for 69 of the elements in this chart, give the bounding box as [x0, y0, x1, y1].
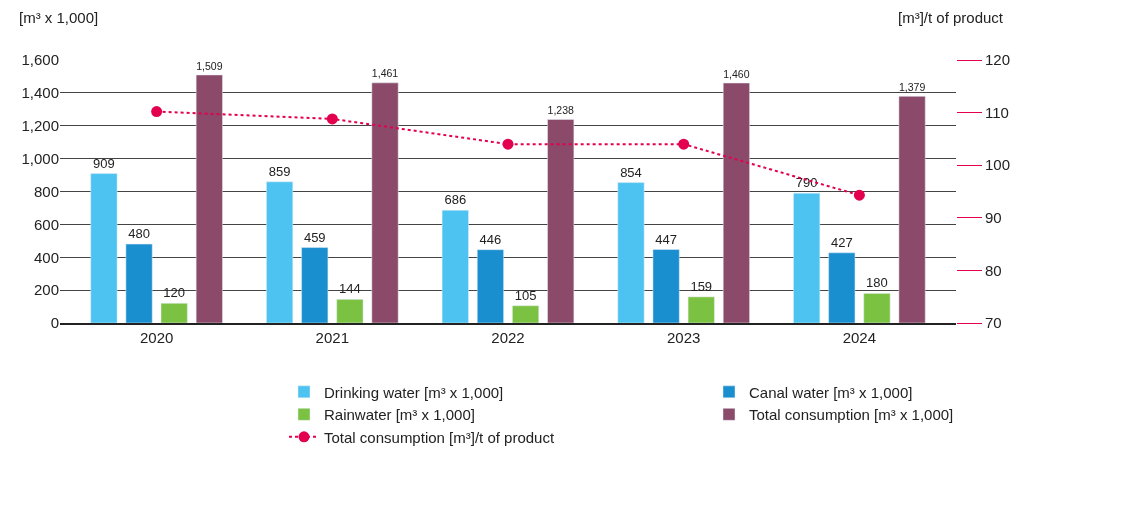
y-tick-label: 1,200	[21, 117, 59, 134]
y2-tick-label: 110	[985, 103, 1009, 121]
data-label: 446	[479, 231, 502, 247]
y-tick-label: 400	[33, 248, 59, 266]
y-tick-label: 800	[33, 182, 59, 200]
bar	[512, 305, 539, 323]
point	[853, 189, 865, 201]
point	[502, 138, 514, 150]
y2-tick-label: 70	[985, 314, 1002, 332]
y-tick-label: 600	[33, 215, 59, 233]
legend-label: Drinking water [m³ x 1,000]	[324, 383, 504, 401]
point	[326, 113, 338, 125]
data-label: 909	[93, 155, 115, 171]
bar	[441, 209, 469, 323]
data-label: 427	[830, 234, 853, 250]
bar	[371, 82, 399, 323]
bar	[617, 182, 645, 323]
data-label: 854	[620, 164, 642, 180]
bar	[687, 296, 715, 323]
bar	[863, 293, 891, 323]
x-tick-label: 2022	[491, 329, 525, 346]
data-label: 180	[866, 275, 888, 291]
y2-axis-title: [m³]/t of product	[898, 9, 1004, 26]
legend-label: Canal water [m³ x 1,000]	[749, 383, 913, 401]
bar	[90, 173, 118, 323]
bar	[652, 249, 680, 323]
legend-label: Total consumption [m³]/t of product	[324, 428, 555, 446]
bar	[898, 96, 926, 323]
y-tick-label: 1,600	[21, 51, 59, 69]
data-label: 686	[444, 192, 467, 208]
y-tick-label: 1,400	[21, 84, 59, 102]
bar	[477, 249, 504, 323]
bar	[160, 303, 188, 323]
data-label: 1,238	[547, 104, 575, 117]
bar	[336, 299, 364, 323]
y2-tick-label: 90	[985, 209, 1002, 227]
data-label: 1,460	[723, 67, 750, 80]
bar	[125, 243, 153, 323]
data-label: 159	[690, 278, 713, 294]
data-label: 105	[514, 287, 537, 303]
point	[678, 138, 690, 150]
legend-label: Rainwater [m³ x 1,000]	[324, 406, 475, 424]
y-tick-label: 0	[50, 314, 59, 332]
y-axis-title: [m³ x 1,000]	[19, 9, 99, 26]
point	[151, 106, 163, 118]
legend-label: Total consumption [m³ x 1,000]	[749, 406, 954, 424]
bar	[301, 247, 329, 323]
bar	[195, 74, 223, 323]
data-label: 480	[128, 226, 150, 242]
bar	[266, 181, 294, 323]
x-tick-label: 2021	[315, 329, 349, 346]
x-tick-label: 2020	[139, 329, 174, 346]
data-label: 447	[655, 231, 677, 247]
bar	[547, 119, 575, 323]
x-tick-label: 2024	[842, 329, 877, 346]
y2-tick-label: 80	[985, 261, 1002, 279]
x-tick-label: 2023	[667, 329, 701, 346]
bar	[722, 82, 750, 323]
data-label: 459	[303, 229, 326, 245]
y-tick-label: 200	[33, 281, 59, 299]
y-tick-label: 1,000	[21, 149, 59, 167]
y2-tick-label: 120	[985, 51, 1011, 69]
y2-tick-label: 100	[985, 156, 1011, 174]
data-label: 1,379	[898, 80, 926, 93]
data-label: 859	[268, 163, 291, 179]
data-label: 1,509	[196, 59, 223, 72]
data-label: 1,461	[371, 67, 399, 80]
bar	[793, 192, 821, 323]
bar	[828, 252, 856, 323]
